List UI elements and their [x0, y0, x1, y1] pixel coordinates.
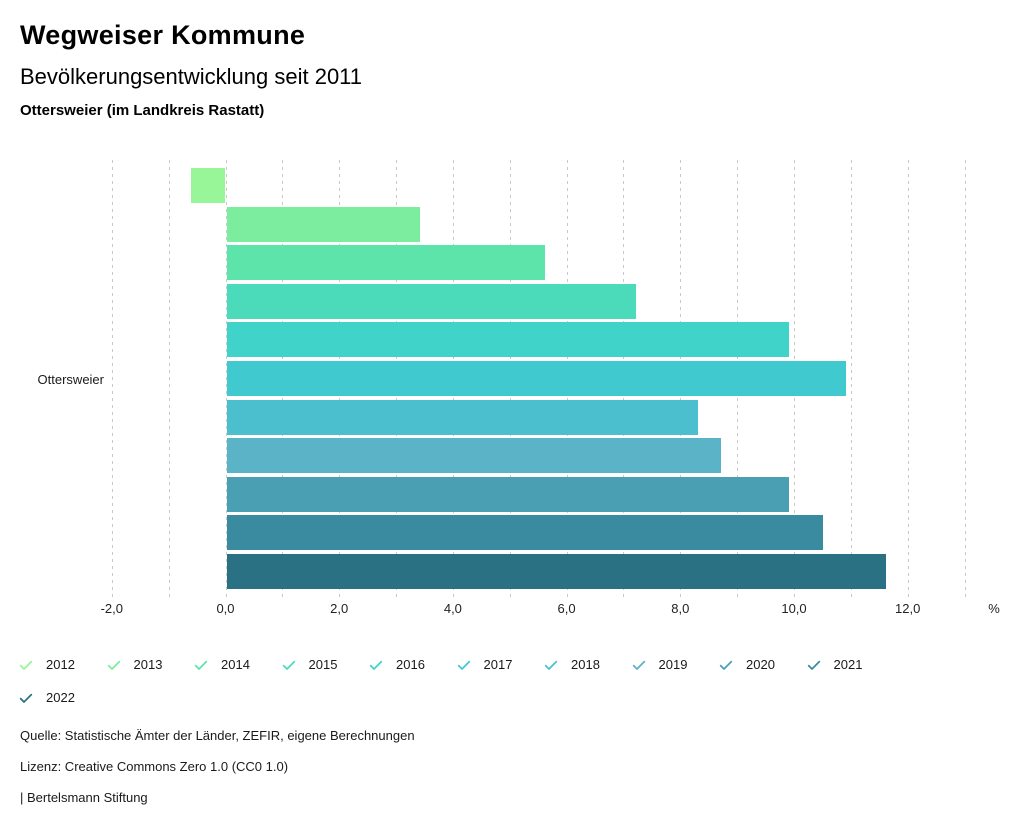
legend-item-2020[interactable]: 2020 [718, 648, 806, 681]
gridline [907, 160, 909, 600]
check-icon [719, 660, 733, 670]
bar-2019 [226, 438, 722, 474]
legend-item-2021[interactable]: 2021 [806, 648, 894, 681]
legend-year-label: 2020 [746, 657, 775, 672]
check-icon [632, 660, 645, 670]
bar-2020 [226, 476, 790, 512]
check-icon [457, 660, 470, 670]
check-icon [19, 693, 33, 703]
legend-year-label: 2014 [221, 657, 250, 672]
gridline [850, 160, 852, 600]
check-icon [194, 660, 208, 670]
legend-year-label: 2022 [46, 690, 75, 705]
x-axis-unit-label: % [988, 601, 1000, 616]
legend-item-2022[interactable]: 2022 [18, 681, 106, 714]
x-tick-label: 12,0 [895, 601, 921, 616]
region-label: Ottersweier (im Landkreis Rastatt) [20, 102, 265, 119]
check-icon [282, 660, 295, 670]
legend-year-label: 2019 [658, 657, 688, 672]
x-tick-label: 10,0 [781, 601, 807, 616]
check-icon [19, 660, 33, 670]
legend-item-2019[interactable]: 2019 [631, 648, 719, 681]
legend-item-2013[interactable]: 2013 [106, 648, 194, 681]
legend-year-label: 2017 [483, 657, 513, 672]
x-tick-label: 4,0 [443, 601, 462, 616]
legend-year-label: 2016 [396, 657, 425, 672]
check-icon [544, 660, 558, 670]
legend-year-label: 2018 [571, 657, 600, 672]
bar-2018 [226, 399, 699, 435]
legend-item-2015[interactable]: 2015 [281, 648, 369, 681]
legend-item-2017[interactable]: 2017 [456, 648, 544, 681]
gridline [964, 160, 966, 600]
check-icon [807, 660, 820, 670]
y-axis-category-label: Ottersweier [37, 372, 104, 387]
attribution-note: | Bertelsmann Stiftung [20, 790, 148, 805]
gridline [225, 160, 227, 600]
legend-year-label: 2012 [46, 657, 75, 672]
bar-2022 [226, 554, 886, 589]
legend: 2012 2013 2014 2015 2016 2017 2018 2019 2020 2021… [18, 648, 898, 714]
legend-year-label: 2021 [833, 657, 863, 672]
legend-item-2014[interactable]: 2014 [193, 648, 281, 681]
legend-item-2018[interactable]: 2018 [543, 648, 631, 681]
license-note: Lizenz: Creative Commons Zero 1.0 (CC0 1… [20, 759, 289, 774]
source-note: Quelle: Statistische Ämter der Länder, Z… [20, 728, 415, 743]
x-tick-label: -2,0 [100, 601, 123, 616]
gridline [168, 160, 170, 600]
x-tick-label: 0,0 [216, 601, 235, 616]
legend-year-label: 2015 [308, 657, 338, 672]
bar-2016 [226, 322, 790, 358]
bar-2014 [226, 245, 545, 281]
check-icon [369, 660, 383, 670]
bar-2021 [226, 515, 824, 551]
legend-year-label: 2013 [133, 657, 163, 672]
page-title: Wegweiser Kommune [20, 20, 306, 50]
bar-2017 [226, 361, 847, 396]
gridline [111, 160, 113, 600]
legend-item-2016[interactable]: 2016 [368, 648, 456, 681]
chart-title: Bevölkerungsentwicklung seit 2011 [20, 64, 363, 89]
bar-2015 [226, 283, 636, 319]
x-tick-label: 2,0 [330, 601, 349, 616]
bar-2012 [191, 168, 226, 203]
check-icon [107, 660, 120, 670]
plot-area: Ottersweier % -2,0 0,0 2,0 4,0 6,0 8,0 10,0 12,… [0, 160, 1024, 630]
x-tick-label: 6,0 [557, 601, 576, 616]
legend-item-2012[interactable]: 2012 [18, 648, 106, 681]
bar-2013 [226, 206, 420, 242]
x-tick-label: 8,0 [671, 601, 690, 616]
